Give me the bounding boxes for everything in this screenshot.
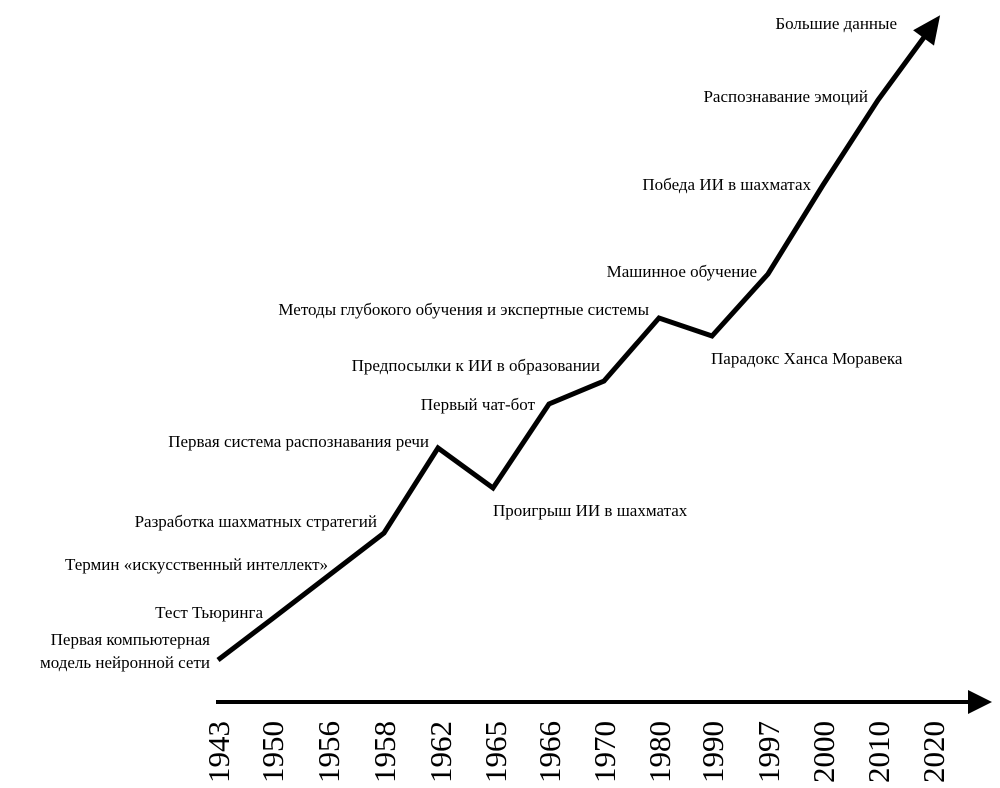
event-labels: Первая компьютерная модель нейронной сети… [40,14,903,672]
x-tick-label-1943: 1943 [201,721,236,783]
event-label-line: Первый чат-бот [421,395,536,414]
x-tick-label-1950: 1950 [255,721,290,783]
event-label-line: Машинное обучение [607,262,757,281]
event-label-line: Разработка шахматных стратегий [135,512,377,531]
event-label-2010: Распознавание эмоций [703,87,868,106]
event-label-1950: Тест Тьюринга [155,603,263,622]
x-tick-label-2020: 2020 [916,721,951,783]
event-label-line: модель нейронной сети [40,653,210,672]
trend-line [216,23,936,662]
event-label-1966: Первый чат-бот [421,395,536,414]
event-label-line: Парадокс Ханса Моравека [711,349,903,368]
x-tick-label-1962: 1962 [423,721,458,783]
x-tick-label-2000: 2000 [806,721,841,783]
event-label-line: Первая компьютерная [51,630,211,649]
trend-arrow-icon [913,15,941,46]
x-tick-label-1966: 1966 [532,721,567,783]
x-tick-label-1958: 1958 [367,721,402,783]
x-tick-label-2010: 2010 [861,721,896,783]
x-tick-label-1997: 1997 [751,721,786,783]
x-axis-tick-labels: 1943 1950 1956 1958 1962 1965 1966 1970 1980 1990… [201,721,951,783]
event-label-line: Распознавание эмоций [703,87,868,106]
event-label-line: Тест Тьюринга [155,603,263,622]
event-label-line: Предпосылки к ИИ в образовании [352,356,600,375]
event-label-line: Первая система распознавания речи [168,432,429,451]
event-label-line: Термин «искусственный интеллект» [65,555,328,574]
x-tick-label-1990: 1990 [695,721,730,783]
x-tick-label-1980: 1980 [642,721,677,783]
event-label-2000: Победа ИИ в шахматах [642,175,811,194]
event-label-1943: Первая компьютерная модель нейронной сети [40,630,210,672]
x-axis-arrow-icon [968,690,992,714]
event-label-1956: Термин «искусственный интеллект» [65,555,328,574]
event-label-1990: Парадокс Ханса Моравека [711,349,903,368]
event-label-1997: Машинное обучение [607,262,757,281]
event-label-1970: Предпосылки к ИИ в образовании [352,356,600,375]
event-label-line: Методы глубокого обучения и экспертные с… [278,300,649,319]
event-label-line: Проигрыш ИИ в шахматах [493,501,688,520]
x-tick-label-1956: 1956 [311,721,346,783]
event-label-line: Большие данные [775,14,897,33]
event-label-line: Победа ИИ в шахматах [642,175,811,194]
event-label-1958: Разработка шахматных стратегий [135,512,377,531]
x-tick-label-1965: 1965 [478,721,513,783]
event-label-1965: Проигрыш ИИ в шахматах [493,501,688,520]
event-label-1962: Первая система распознавания речи [168,432,429,451]
x-tick-label-1970: 1970 [587,721,622,783]
event-label-1980: Методы глубокого обучения и экспертные с… [278,300,649,319]
event-label-2020: Большие данные [775,14,897,33]
